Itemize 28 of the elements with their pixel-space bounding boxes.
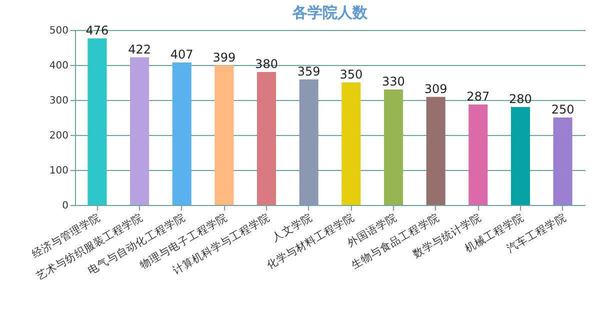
bar [172, 62, 192, 205]
bar [214, 65, 234, 205]
data-label: 399 [212, 50, 236, 64]
bar [510, 107, 530, 205]
bar [426, 96, 446, 205]
data-label: 350 [340, 68, 363, 82]
data-label: 422 [128, 42, 151, 56]
bar [256, 72, 276, 205]
y-tick-label: 400 [49, 60, 68, 72]
bar [299, 79, 318, 205]
bar [468, 104, 488, 205]
data-label: 407 [170, 48, 194, 62]
data-label: 287 [466, 90, 490, 104]
y-tick-label: 0 [62, 200, 68, 212]
data-label: 359 [297, 64, 320, 78]
data-label: 250 [551, 102, 574, 116]
y-tick-label: 300 [49, 96, 68, 106]
data-label: 330 [382, 74, 405, 88]
data-label: 309 [424, 82, 448, 96]
bar [88, 38, 107, 205]
chart-title: 各学院人数 [292, 3, 368, 22]
bar [553, 118, 572, 205]
y-tick-label: 100 [49, 166, 68, 176]
y-tick-label: 500 [49, 26, 68, 36]
bar [130, 57, 150, 205]
y-tick-label: 200 [49, 130, 68, 142]
bar [384, 90, 404, 205]
bar [342, 82, 361, 205]
